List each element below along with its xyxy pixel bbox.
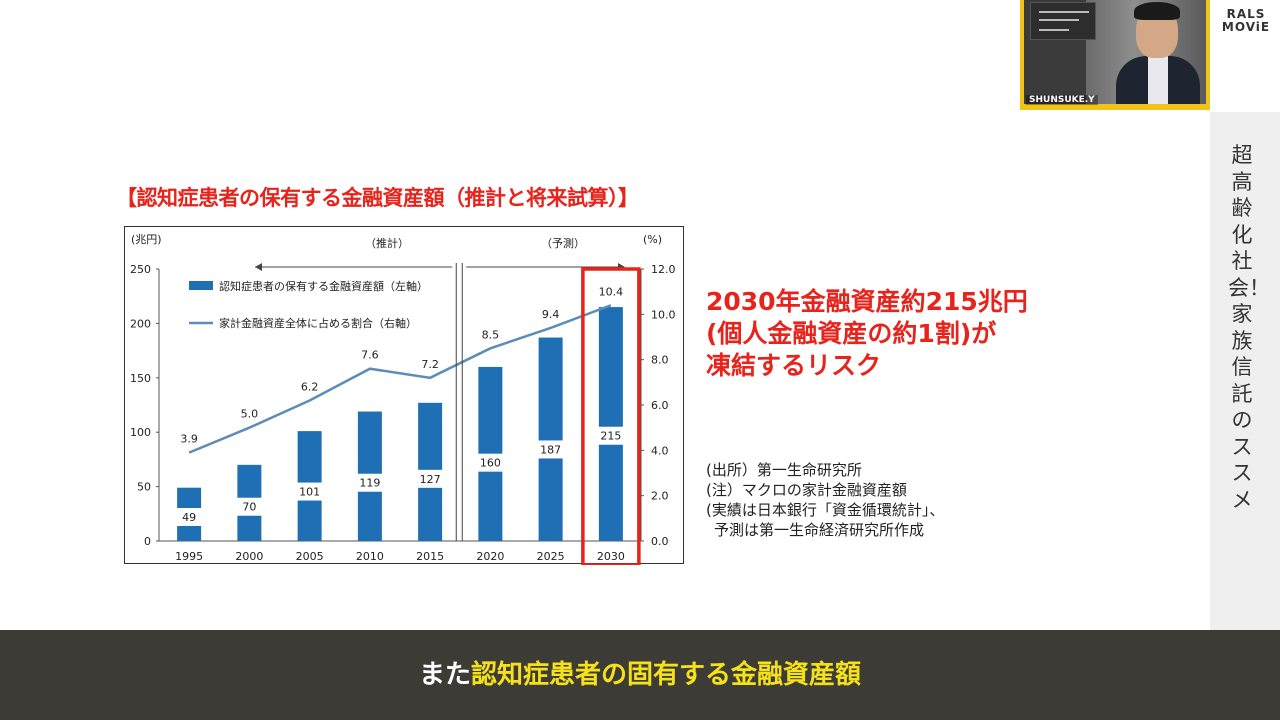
legend-bar-swatch — [189, 281, 213, 290]
ratio-line — [188, 304, 612, 454]
bar-2030 — [598, 307, 623, 541]
chart-container: (兆円) (%) 0 50 100 150 200 250 0.0 2.0 4.0 6.0 8.0 10.… — [124, 226, 684, 565]
line-value-label: 3.9 — [180, 433, 198, 446]
bar-value-label: 127 — [420, 473, 441, 486]
x-tick-label: 2005 — [296, 550, 324, 563]
bar-label-box — [234, 497, 265, 516]
bar-value-label: 215 — [600, 430, 621, 443]
y-left-tick-label: 50 — [137, 481, 151, 494]
bar-label-box — [294, 482, 325, 501]
forecast-period-label: （予測） — [541, 236, 585, 250]
bar-value-label: 49 — [182, 511, 196, 524]
side-panel — [1210, 112, 1280, 720]
y-left-tick-label: 150 — [130, 372, 151, 385]
legend-bar-label: 認知症患者の保有する金融資産額（左軸） — [219, 279, 428, 293]
video-wall-board — [1030, 2, 1096, 40]
bar-value-label: 119 — [359, 477, 380, 490]
y-left-tick-label: 100 — [130, 426, 151, 439]
legend-line-label: 家計金融資産全体に占める割合（右軸） — [219, 316, 417, 330]
financial-assets-chart: (兆円) (%) 0 50 100 150 200 250 0.0 2.0 4.0 6.0 8.0 10.… — [130, 233, 676, 565]
line-value-label: 7.6 — [361, 349, 379, 362]
y-right-tick-label: 6.0 — [651, 399, 669, 412]
y-right-tick-label: 12.0 — [651, 263, 676, 276]
x-tick-label: 2010 — [356, 550, 384, 563]
speaker-shirt — [1148, 56, 1168, 104]
y-right-tick-label: 2.0 — [651, 490, 669, 503]
speaker-video — [1024, 0, 1206, 104]
x-tick-label: 2020 — [476, 550, 504, 563]
y-left-tick-label: 200 — [130, 317, 151, 330]
y-left-unit-label: (兆円) — [131, 233, 162, 246]
subtitle-highlight: 認知症患者の固有する金融資産額 — [471, 660, 862, 690]
bar-label-box — [595, 426, 626, 445]
callout-line-3: 凍結するリスク — [706, 351, 882, 380]
source-line-1: (出所）第一生命研究所 — [706, 461, 862, 479]
bar-label-box — [354, 473, 385, 492]
slide-title: 【認知症患者の保有する金融資産額（推計と将来試算）】 — [116, 186, 639, 210]
source-line-2: (注）マクロの家計金融資産額 — [706, 481, 907, 499]
subtitle-bar — [0, 630, 1280, 720]
bar-2025 — [538, 337, 563, 541]
bar-value-label: 101 — [299, 486, 320, 499]
x-tick-label: 2000 — [235, 550, 263, 563]
bar-label-box — [415, 469, 446, 488]
bar-value-label: 70 — [242, 501, 256, 514]
source-notes: (出所）第一生命研究所 (注）マクロの家計金融資産額 (実績は日本銀行「資金循環… — [706, 460, 944, 540]
bar-label-box — [174, 508, 205, 527]
bar-value-label: 187 — [540, 443, 561, 456]
source-line-3: (実績は日本銀行「資金循環統計」、 — [706, 501, 945, 519]
y-right-tick-label: 10.0 — [651, 308, 676, 321]
side-title: 超高齢化社会！家族信託のススメ — [1228, 143, 1270, 512]
y-right-unit-label: (%) — [643, 233, 662, 246]
callout-line-2: (個人金融資産の約1割)が — [706, 319, 997, 348]
x-tick-label: 1995 — [175, 550, 203, 563]
subtitle-prefix: また — [418, 660, 471, 690]
actual-arrow-head — [255, 263, 262, 271]
line-value-label: 7.2 — [421, 358, 439, 371]
line-value-label: 9.4 — [542, 308, 560, 321]
y-left-tick-label: 250 — [130, 263, 151, 276]
line-value-label: 6.2 — [301, 380, 319, 393]
line-value-label: 8.5 — [482, 328, 500, 341]
bar-label-box — [475, 453, 506, 472]
bar-label-box — [535, 440, 566, 459]
x-tick-label: 2015 — [416, 550, 444, 563]
x-tick-label: 2030 — [597, 550, 625, 563]
callout-line-1: 2030年金融資産約215兆円 — [706, 287, 1028, 316]
speaker-name-tag: SHUNSUKE.Y — [1026, 95, 1098, 105]
risk-callout: 2030年金融資産約215兆円 (個人金融資産の約1割)が 凍結するリスク — [706, 286, 1028, 382]
brand-line-2: MOViE — [1221, 20, 1271, 34]
actual-period-label: （推計） — [365, 236, 409, 250]
y-right-tick-label: 4.0 — [651, 444, 669, 457]
y-right-tick-label: 8.0 — [651, 354, 669, 367]
brand-line-1: RALS — [1226, 7, 1266, 21]
y-right-tick-label: 0.0 — [651, 535, 669, 548]
highlight-2030-box — [581, 267, 641, 565]
bar-value-label: 160 — [480, 457, 501, 470]
line-value-label: 5.0 — [241, 408, 259, 421]
line-value-label: 10.4 — [599, 285, 624, 298]
source-line-4: 予測は第一生命経済研究所作成 — [714, 521, 925, 539]
brand-logo: RALS MOViE — [1218, 8, 1274, 34]
subtitle-caption: また認知症患者の固有する金融資産額 — [0, 654, 1280, 691]
y-left-tick-label: 0 — [144, 535, 151, 548]
speaker-hair — [1134, 2, 1180, 20]
x-tick-label: 2025 — [537, 550, 565, 563]
